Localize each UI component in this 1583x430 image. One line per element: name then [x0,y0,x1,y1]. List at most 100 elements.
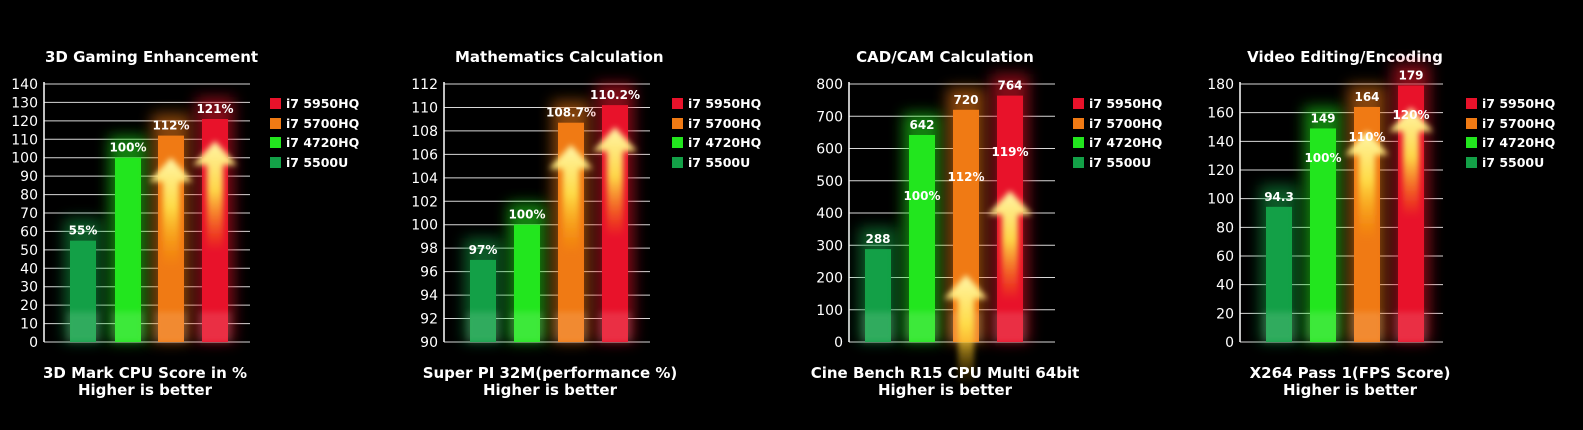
up-arrow-icon [149,157,193,268]
x-axis-label: X264 Pass 1(FPS Score) [1249,364,1451,382]
data-label: 55% [69,224,98,238]
y-tick-label: 100 [411,218,438,234]
percent-label: 100% [1304,151,1341,165]
bar-smoke [198,312,232,342]
legend-label: i7 4720HQ [286,135,360,151]
legend-item: i7 5500U [270,153,359,173]
y-tick-label: 800 [816,77,843,93]
up-arrow-icon [193,141,237,252]
legend-item: i7 5700HQ [1466,114,1555,134]
data-label: 288 [865,232,890,246]
bar-smoke [466,312,500,342]
y-tick-label: 60 [1216,249,1234,265]
y-tick-label: 108 [411,124,438,140]
bar-smoke [1306,312,1340,342]
legend: i7 5950HQ i7 5700HQ i7 4720HQ i7 5500U [672,94,761,172]
y-tick-label: 110 [411,100,438,116]
legend-item: i7 5950HQ [1073,94,1162,114]
percent-label: 112% [947,170,984,184]
data-label: 110.2% [590,88,640,102]
legend-swatch [1466,156,1477,168]
legend-swatch [270,156,281,168]
y-tick-label: 112 [411,77,438,93]
x-axis-label: Cine Bench R15 CPU Multi 64bit [810,364,1080,382]
legend-item: i7 5950HQ [672,94,761,114]
y-tick-label: 80 [1216,220,1234,236]
higher-is-better-note: Higher is better [77,381,213,399]
up-arrow-icon [549,144,593,255]
legend-item: i7 4720HQ [270,133,359,153]
chart-panel-1: 3D Gaming Enhancement 0 10 20 30 40 50 60 70 80 9… [0,0,400,430]
y-tick-label: 300 [816,238,843,254]
legend-swatch [1466,98,1477,110]
chart-svg-3: 0 100 200 300 400 500 600 700 800 288 642 100% 720 11… [816,73,1055,385]
legend-swatch [672,156,683,168]
chart-panel-4: Video Editing/Encoding 0 20 40 60 80 100 120 14… [1200,0,1583,430]
y-tick-label: 20 [1216,306,1234,322]
y-tick-label: 94 [420,288,438,304]
legend-label: i7 5700HQ [688,115,762,131]
y-tick-label: 106 [411,147,438,163]
bar-smoke [861,312,895,342]
y-tick-label: 96 [420,265,438,281]
y-tick-label: 0 [29,335,38,351]
y-tick-label: 700 [816,109,843,125]
legend-label: i7 5500U [286,154,349,170]
y-tick-label: 50 [20,243,38,259]
y-tick-label: 102 [411,194,438,210]
bar-smoke [1394,312,1428,342]
legend-label: i7 5700HQ [286,115,360,131]
higher-is-better-note: Higher is better [482,381,618,399]
chart-title: CAD/CAM Calculation [856,48,1034,66]
legend-item: i7 5500U [1073,153,1162,173]
y-tick-label: 400 [816,206,843,222]
data-label: 108.7% [546,106,596,120]
y-tick-label: 110 [11,132,38,148]
legend-swatch [1073,117,1084,129]
percent-label: 119% [991,145,1028,159]
legend-swatch [1073,156,1084,168]
y-tick-label: 90 [420,335,438,351]
y-tick-label: 90 [20,169,38,185]
up-arrow-icon [593,127,637,238]
y-tick-label: 0 [834,335,843,351]
legend-label: i7 5500U [1089,154,1152,170]
legend-item: i7 5700HQ [672,114,761,134]
bar-smoke [154,312,188,342]
legend-label: i7 4720HQ [1482,135,1556,151]
y-tick-label: 10 [20,317,38,333]
y-tick-label: 30 [20,280,38,296]
legend-item: i7 5500U [672,153,761,173]
y-tick-label: 60 [20,224,38,240]
data-label: 97% [469,243,498,257]
legend: i7 5950HQ i7 5700HQ i7 4720HQ i7 5500U [1466,94,1555,172]
data-label: 149 [1310,111,1335,125]
chart-svg-2: 90 92 94 96 98 100 102 104 106 108 110 112 97% 100% 10… [411,77,650,351]
legend: i7 5950HQ i7 5700HQ i7 4720HQ i7 5500U [1073,94,1162,172]
y-tick-label: 70 [20,206,38,222]
legend-label: i7 4720HQ [1089,135,1163,151]
legend-item: i7 5950HQ [270,94,359,114]
y-tick-label: 140 [11,77,38,93]
y-tick-label: 40 [1216,278,1234,294]
bar [909,134,935,342]
bar-smoke [993,312,1027,342]
legend-label: i7 5500U [688,154,751,170]
y-tick-label: 200 [816,271,843,287]
data-label: 112% [152,119,189,133]
y-tick-label: 80 [20,188,38,204]
data-label: 121% [196,102,233,116]
data-label: 764 [997,79,1022,93]
legend-swatch [672,137,683,149]
legend-label: i7 5700HQ [1089,115,1163,131]
y-tick-label: 140 [1207,134,1234,150]
legend-item: i7 4720HQ [672,133,761,153]
bar-smoke [554,312,588,342]
y-tick-label: 120 [1207,163,1234,179]
higher-is-better-note: Higher is better [877,381,1013,399]
chart-title: Mathematics Calculation [455,48,664,66]
chart-panel-3: CAD/CAM Calculation 0 100 200 300 400 500 600 7… [800,0,1200,430]
up-arrow-icon [1389,107,1433,218]
data-label: 100% [109,141,146,155]
y-tick-label: 92 [420,312,438,328]
